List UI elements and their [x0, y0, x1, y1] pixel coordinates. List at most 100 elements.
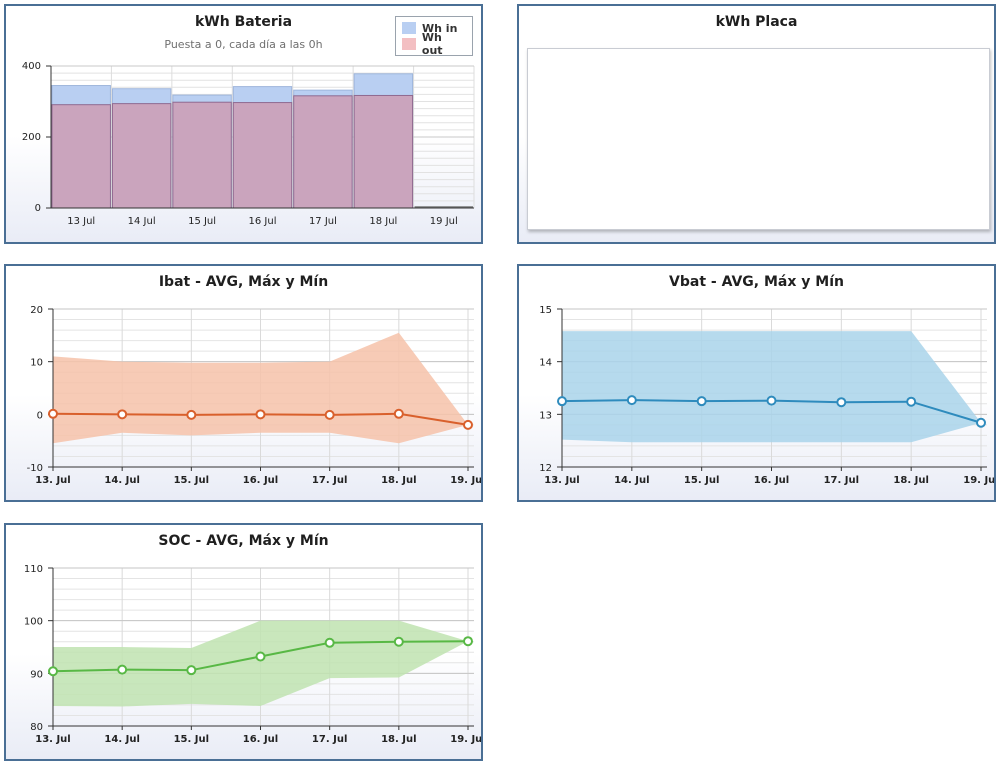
y-tick-label: -10: [27, 463, 43, 474]
avg-point: [48, 666, 58, 677]
x-tick-label: 15. Jul: [174, 734, 209, 745]
x-tick-label: 14. Jul: [104, 734, 139, 745]
soc-chart: 80 90 100 110 13. Jul 14. Jul 15. Jul 16. Jul 17…: [24, 564, 481, 745]
soc-panel: 80 90 100 110 13. Jul 14. Jul 15. Jul 16. Jul 17…: [4, 523, 483, 761]
avg-point: [463, 636, 473, 647]
legend-label-wh-in: Wh in: [422, 21, 458, 35]
avg-point: [557, 396, 567, 407]
range-band: [562, 331, 981, 443]
avg-point: [186, 665, 197, 676]
y-tick-label: 0: [37, 410, 43, 421]
bar-wh-out: [51, 104, 111, 209]
x-tick-label: 14 Jul: [128, 216, 156, 227]
bateria-panel: 0 200 400 13 Jul 14 Jul 15 Jul 16 Jul 17 Jul 18 …: [4, 4, 483, 244]
x-tick-label: 18. Jul: [893, 475, 928, 486]
bar-overlap-shade: [112, 103, 171, 208]
avg-point: [463, 419, 473, 430]
vbat-title: Vbat - AVG, Máx y Mín: [669, 274, 844, 290]
avg-point: [255, 409, 266, 420]
avg-point: [48, 408, 58, 419]
bateria-title: kWh Bateria: [194, 14, 293, 30]
bar-overlap-shade: [233, 102, 292, 208]
x-tick-label: 13. Jul: [35, 734, 70, 745]
range-band: [53, 620, 468, 707]
x-tick-label: 15. Jul: [174, 475, 209, 486]
x-tick-label: 19. Jul: [963, 475, 994, 486]
bar-wh-out: [293, 95, 353, 209]
x-tick-label: 15. Jul: [684, 475, 719, 486]
x-tick-label: 13 Jul: [67, 216, 95, 227]
y-tick-label: 400: [22, 61, 41, 72]
y-tick-label: 100: [24, 617, 43, 628]
avg-point: [626, 395, 637, 406]
legend-swatch-wh-in: [402, 22, 416, 34]
avg-point: [117, 664, 128, 675]
ibat-chart: -10 0 10 20 13. Jul 14. Jul 15. Jul 16. Jul 17. …: [27, 305, 481, 486]
legend-label-wh-out: Wh out: [421, 31, 443, 57]
avg-point: [393, 636, 404, 647]
bar-overlap-shade: [354, 95, 413, 208]
bar-overlap-shade: [52, 104, 111, 208]
ibat-panel: -10 0 10 20 13. Jul 14. Jul 15. Jul 16. Jul 17. …: [4, 264, 483, 502]
x-tick-label: 13. Jul: [35, 475, 70, 486]
avg-point: [117, 409, 128, 420]
ibat-title: Ibat - AVG, Máx y Mín: [158, 274, 329, 290]
x-tick-label: 17 Jul: [309, 216, 337, 227]
range-band: [53, 332, 468, 444]
avg-point: [696, 396, 707, 407]
x-tick-label: 17. Jul: [312, 475, 347, 486]
x-tick-label: 19. Jul: [450, 475, 481, 486]
legend-swatch-wh-out: [402, 38, 416, 50]
x-tick-label: 14. Jul: [614, 475, 649, 486]
x-tick-label: 16 Jul: [249, 216, 277, 227]
y-tick-label: 110: [24, 564, 43, 575]
x-tick-label: 14. Jul: [104, 475, 139, 486]
y-tick-label: 0: [35, 203, 41, 214]
y-tick-label: 80: [30, 722, 43, 733]
y-tick-label: 13: [539, 410, 552, 421]
bateria-chart: 0 200 400 13 Jul 14 Jul 15 Jul 16 Jul 17 Jul 18 …: [22, 61, 475, 227]
avg-point: [324, 637, 335, 648]
y-tick-label: 10: [30, 358, 43, 369]
y-tick-label: 200: [22, 132, 41, 143]
avg-point: [906, 396, 917, 407]
x-tick-label: 18. Jul: [381, 475, 416, 486]
x-tick-label: 18 Jul: [369, 216, 397, 227]
x-tick-label: 13. Jul: [544, 475, 579, 486]
vbat-panel: 12 13 14 15 13. Jul 14. Jul 15. Jul 16. Jul 17. …: [517, 264, 996, 502]
placa-empty-plot: [527, 48, 990, 230]
bateria-legend: Wh in Wh out: [395, 16, 473, 57]
bar-wh-out: [232, 102, 293, 209]
y-tick-label: 15: [539, 305, 552, 316]
bar-overlap-shade: [172, 102, 232, 208]
x-tick-label: 19 Jul: [430, 216, 458, 227]
y-tick-label: 90: [30, 669, 43, 680]
soc-title: SOC - AVG, Máx y Mín: [158, 533, 329, 549]
x-tick-label: 16. Jul: [243, 734, 278, 745]
x-tick-label: 18. Jul: [381, 734, 416, 745]
y-tick-label: 12: [539, 463, 552, 474]
avg-point: [976, 417, 986, 428]
x-tick-label: 16. Jul: [243, 475, 278, 486]
bar-wh-out: [111, 103, 172, 209]
vbat-chart: 12 13 14 15 13. Jul 14. Jul 15. Jul 16. Jul 17. …: [539, 305, 994, 486]
placa-title: kWh Placa: [715, 14, 798, 30]
bateria-subtitle: Puesta a 0, cada día a las 0h: [164, 38, 323, 51]
avg-point: [836, 397, 847, 408]
x-tick-label: 17. Jul: [824, 475, 859, 486]
avg-point: [766, 395, 777, 406]
x-tick-label: 17. Jul: [312, 734, 347, 745]
x-tick-label: 19. Jul: [450, 734, 481, 745]
y-tick-label: 20: [30, 305, 43, 316]
avg-point: [324, 409, 335, 420]
legend-item-wh-out[interactable]: Wh out: [402, 31, 466, 57]
placa-panel: kWh Placa: [517, 4, 996, 244]
bar-overlap-shade: [293, 95, 353, 208]
avg-point: [255, 651, 266, 662]
y-tick-label: 14: [539, 358, 552, 369]
x-tick-label: 15 Jul: [188, 216, 216, 227]
legend-item-wh-in[interactable]: Wh in: [402, 20, 466, 36]
avg-point: [393, 408, 404, 419]
avg-point: [186, 409, 197, 420]
bar-wh-out: [172, 101, 232, 209]
